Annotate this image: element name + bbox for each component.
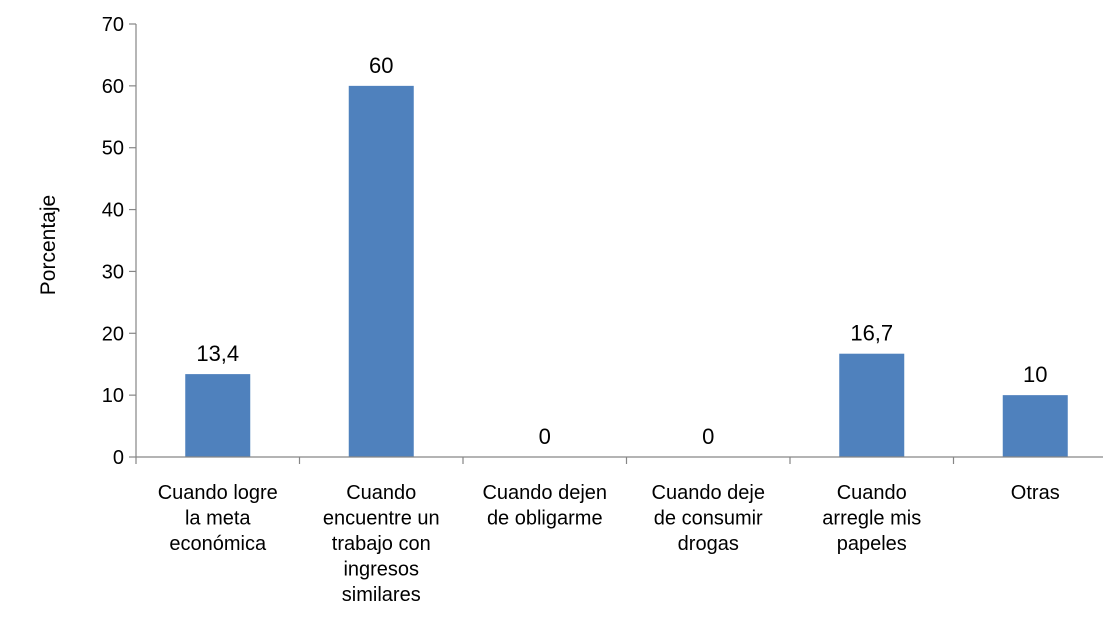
x-axis-ticks [135,457,955,464]
category-label: Cuando deje de consumir drogas [652,482,765,555]
category-label-line: de obligarme [487,508,603,530]
category-label-line: ingresos [343,559,419,581]
data-label: 60 [369,53,393,78]
category-label-line: drogas [678,533,739,555]
bar [839,353,905,457]
data-labels: 13,4 60 0 0 16,7 10 [196,53,1047,449]
axes [135,24,1103,458]
category-label-line: papeles [837,533,907,555]
category-label-line: de consumir [654,508,763,530]
category-label-line: Cuando deje [652,482,765,504]
category-label: Otras [1011,482,1060,504]
bar [1002,395,1068,457]
category-label-line: Cuando logre [158,482,278,504]
y-tick-label: 30 [102,261,124,283]
category-label: Cuando encuentre un trabajo con ingresos sim… [323,482,440,606]
data-label: 13,4 [196,341,239,366]
y-tick-label: 20 [102,323,124,345]
bars [185,85,1068,457]
category-label-line: encuentre un [323,508,440,530]
category-labels: Cuando logre la meta económica Cuando encuen… [158,482,1060,606]
category-label-line: económica [169,533,267,555]
data-label: 10 [1023,362,1047,387]
category-label-line: Cuando dejen [482,482,607,504]
category-label-line: arregle mis [822,508,921,530]
y-axis-ticks: 0 10 20 30 40 50 60 70 [102,14,136,469]
y-tick-label: 10 [102,385,124,407]
y-tick-label: 70 [102,14,124,36]
category-label-line: Cuando [837,482,907,504]
y-axis-title: Porcentaje [37,195,60,295]
y-tick-label: 60 [102,76,124,98]
category-label-line: trabajo con [332,533,431,555]
bar [185,374,251,457]
category-label: Cuando arregle mis papeles [822,482,921,555]
y-tick-label: 0 [113,447,124,469]
y-tick-label: 40 [102,200,124,222]
data-label: 0 [539,424,551,449]
data-label: 0 [702,424,714,449]
bar [348,85,414,457]
data-label: 16,7 [850,321,893,346]
category-label-line: la meta [185,508,251,530]
category-label-line: similares [342,584,421,606]
category-label: Cuando dejen de obligarme [482,482,607,530]
category-label: Cuando logre la meta económica [158,482,278,555]
y-tick-label: 50 [102,138,124,160]
category-label-line: Cuando [346,482,416,504]
category-label-line: Otras [1011,482,1060,504]
